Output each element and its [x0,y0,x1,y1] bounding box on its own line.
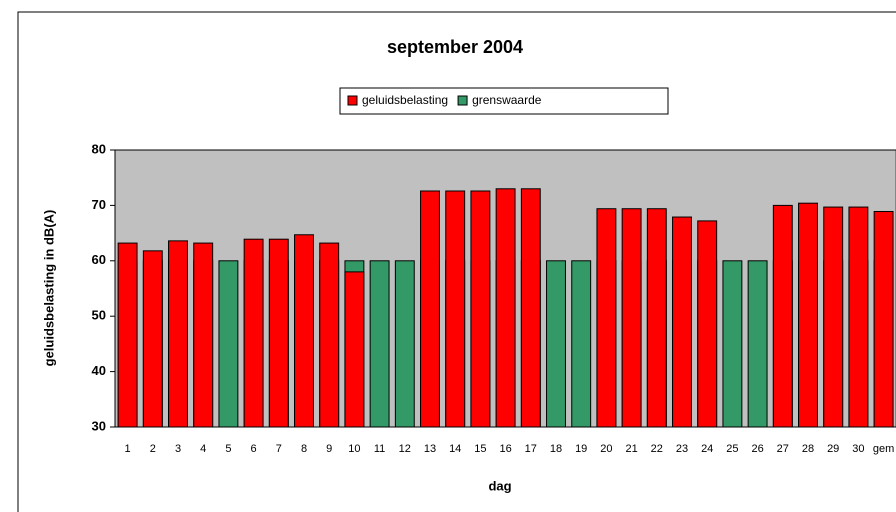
bar [243,238,264,428]
bar [445,190,466,428]
x-tick-label: 24 [701,443,713,455]
y-tick-label: 30 [92,418,106,433]
x-tick-label: 22 [651,443,663,455]
x-tick-label: 11 [374,443,385,455]
x-tick-label: 10 [348,443,360,455]
x-tick-label: 29 [827,443,839,455]
x-tick-label: gem [873,443,894,455]
x-tick-label: 25 [726,443,738,455]
x-tick-label: 20 [600,443,612,455]
bar [747,260,768,428]
x-axis-title: dag [488,478,511,493]
y-tick-label: 60 [92,252,106,267]
bar [873,210,894,428]
y-axis-title: geluidsbelasting in dB(A) [41,210,56,367]
x-tick-label: 17 [525,443,537,455]
bar [848,206,869,428]
x-tick-label: 26 [751,443,763,455]
bar [168,240,188,428]
legend-label: grenswaarde [472,93,542,107]
bar [369,260,390,428]
bar [117,242,138,428]
x-tick-label: 27 [777,443,789,455]
bar [772,204,793,428]
y-tick-label: 80 [92,141,106,156]
bar [672,216,692,428]
y-tick-label: 50 [92,308,106,323]
bar [495,188,516,428]
legend-swatch [347,95,358,106]
bar [546,260,566,428]
bar [646,208,667,428]
x-tick-label: 13 [424,443,436,455]
x-tick-label: 12 [399,443,411,455]
bar [697,220,718,428]
legend-box [339,87,669,115]
x-tick-label: 3 [175,443,181,455]
x-tick-label: 30 [852,443,864,455]
x-tick-label: 7 [276,443,282,455]
legend-label: geluidsbelasting [362,93,448,107]
bar [193,242,214,428]
bar [823,206,844,428]
bar [520,188,541,428]
bar [420,190,440,428]
chart-title: september 2004 [387,37,523,57]
x-tick-label: 2 [150,443,156,455]
x-tick-label: 8 [301,443,307,455]
bar [621,208,642,428]
x-tick-label: 14 [449,443,461,455]
x-tick-label: 21 [625,443,637,455]
x-tick-label: 4 [200,443,206,455]
x-tick-label: 19 [575,443,587,455]
bar [571,260,592,428]
x-tick-label: 23 [676,443,688,455]
bar [470,190,491,428]
bar [268,238,289,428]
bar [142,250,163,428]
bar [218,260,239,428]
x-tick-label: 9 [326,443,332,455]
bar [344,271,365,428]
legend-swatch [457,95,468,106]
bar [596,208,617,428]
y-tick-label: 70 [92,197,106,212]
bar [798,202,818,428]
bar [394,260,415,428]
x-tick-label: 18 [550,443,562,455]
x-tick-label: 15 [474,443,486,455]
x-tick-label: 16 [499,443,511,455]
bar [722,260,743,428]
x-tick-label: 6 [251,443,257,455]
x-tick-label: 5 [225,443,231,455]
x-tick-label: 28 [802,443,814,455]
x-tick-label: 1 [125,443,131,455]
y-tick-label: 40 [92,363,106,378]
bar [319,242,340,428]
bar [294,234,314,428]
legend: geluidsbelasting grenswaarde [339,87,669,115]
